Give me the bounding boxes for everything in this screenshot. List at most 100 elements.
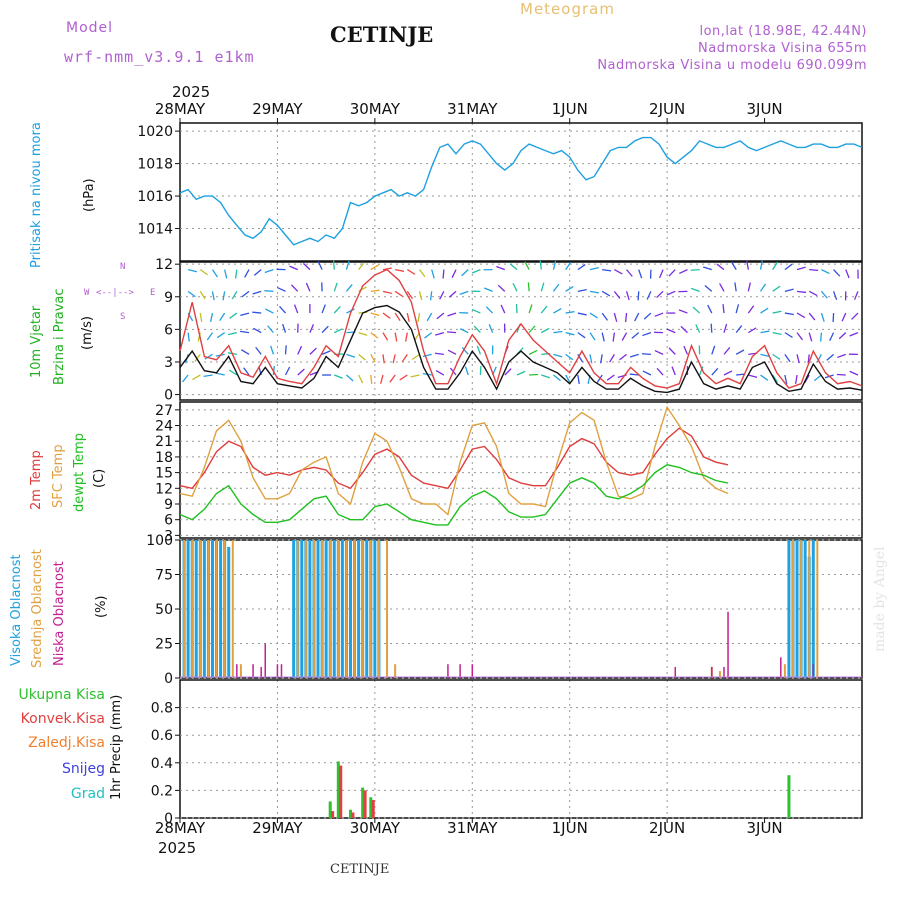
mid-cloud-bar [304,540,307,678]
wind-arrow-mark [228,369,238,376]
wind-arrow-mark [528,304,533,314]
wind-arrow-mark [406,269,416,275]
total-rain-bar [349,809,352,818]
wind-arrow-mark [485,306,494,314]
wind-arrow-mark [816,354,822,363]
high-cloud-bar [300,540,304,678]
low-cloud-bar [264,643,266,678]
wind-arrow-mark [784,288,794,292]
wind-arrow-mark [476,345,482,355]
low-cloud-bar [780,657,782,678]
wind-arrow-mark [626,269,633,277]
wind-arrow-mark [224,269,228,279]
total-rain-bar [336,761,340,818]
wind-arrow-mark [321,350,331,355]
wind-arrow-mark [637,291,640,301]
wind-arrow-mark [297,345,303,355]
wind-arrow-mark [321,304,326,314]
high-cloud-bar [186,540,190,678]
wind-arrow-mark [849,370,859,376]
convective-rain-bar [363,790,367,818]
wind-arrow-mark [634,312,640,322]
x-tick-label-bottom: 29MAY [252,819,303,837]
wind-arrow-mark [613,290,621,299]
mid-cloud-bar [207,540,210,678]
wind-arrow-mark [553,330,563,334]
y-tick-label: 27 [155,403,173,419]
wind-arrow-mark [240,330,250,334]
wind-arrow-mark [434,352,444,356]
wind-arrow-mark [380,374,384,384]
model-elevation-label: Nadmorska Visina u modelu 690.099m [597,58,867,73]
low-cloud-bar [447,664,449,678]
wind-arrow-mark [589,332,596,341]
low-cloud-bar [252,664,254,678]
wind-arrow-mark [358,353,366,361]
y-tick-label: 1018 [137,157,173,173]
wind-arrow-mark [589,312,598,319]
wind-arrow-mark [394,332,398,342]
wind-arrow-mark [577,374,580,384]
wind-arrow-mark [540,327,550,334]
y-tick-label: 18 [155,450,173,466]
compass-w-label: W [84,288,90,298]
wind-arrow-mark [345,260,350,270]
wind-arrow-mark [435,332,445,336]
wind-arrow-mark [784,374,788,384]
footer-title: CETINJE [330,862,390,877]
panel-frame [179,122,863,262]
compass-s-label: S [120,312,126,322]
wind-arrow-mark [282,323,287,333]
wind-arrow-mark [417,312,421,323]
wind-arrow-mark [794,374,798,384]
low-cloud-bar [236,664,238,678]
wind-arrow-mark [216,332,226,339]
low-cloud-bar [471,664,474,678]
wind-arrow-mark [389,374,396,383]
wind-arrow-mark [747,282,751,292]
wind-arrow-mark [305,282,311,292]
wind-arrow-mark [553,374,561,382]
wind-arrow-mark [602,268,612,272]
wind-arrow-mark [471,308,481,314]
wind-arrow-mark [447,349,457,355]
wind-arrow-mark [746,260,749,270]
wind-arrow-mark [382,332,389,341]
wind-arrow-mark [264,268,274,274]
wind-arrow-mark [565,286,574,292]
wind-arrow-mark [297,368,305,376]
wind-arrow-mark [711,367,719,376]
wind-arrow-mark [284,366,291,376]
wind-arrow-mark [820,290,828,299]
wind-arrow-mark [346,374,354,382]
wind-arrow-mark [252,311,262,314]
wind-arrow-mark [199,290,206,300]
compass-n-label: N [120,262,126,272]
x-tick-label-top: 29MAY [252,100,303,118]
wind-arrow-mark [565,311,575,314]
wind-arrow-mark [680,325,688,334]
convective-rain-bar [339,765,343,818]
wind-arrow-mark [370,289,380,292]
wind-arrow-mark [234,269,238,279]
wind-arrow-mark [451,269,457,278]
wind-arrow-mark [488,324,494,333]
model-label: Model [66,20,114,36]
y-tick-label: 0.2 [151,783,173,799]
wind-arrow-mark [187,290,196,298]
total-rain-bar [361,787,365,818]
wind-arrow-mark [833,269,841,277]
total-rain-bar [369,797,373,818]
wind-arrow-mark [609,354,615,363]
x-tick-label-top: 31MAY [447,100,498,118]
x-tick-label-bottom: 2JUN [649,819,685,837]
wind-arrow-mark [333,282,338,292]
high-cloud-bar [332,540,336,678]
wind-arrow-mark [809,268,819,272]
wind-arrow-mark [723,370,733,376]
mid-cloud-bar [239,664,242,678]
wind-arrow-mark [253,269,262,276]
wind-arrow-mark [211,291,215,301]
mid-cloud-bar [191,540,194,678]
